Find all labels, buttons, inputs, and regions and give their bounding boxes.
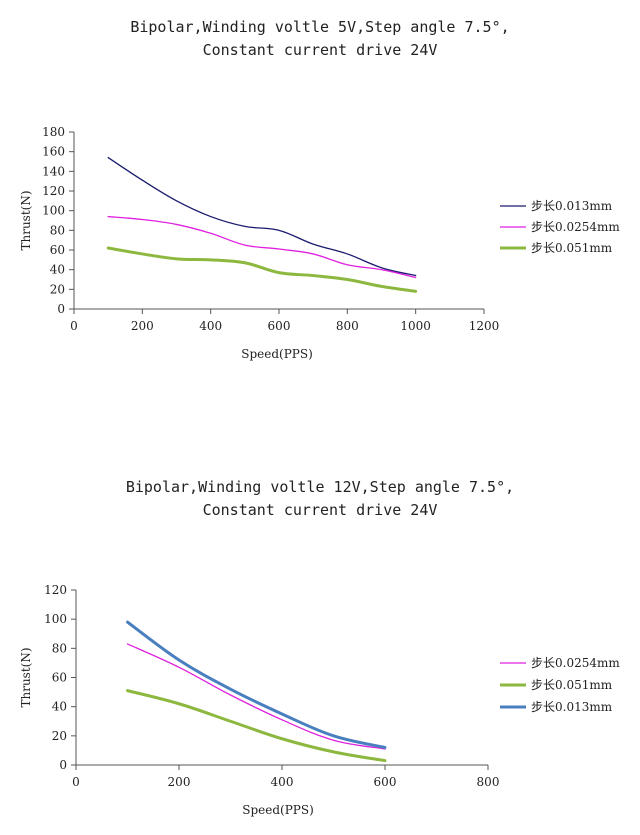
axes: 0 20 40 60 80 100 120 0 200 400 600 800	[44, 583, 499, 789]
x-axis-label: Speed(PPS)	[242, 803, 314, 817]
y-tick-label: 80	[52, 641, 67, 655]
y-tick-label: 140	[42, 164, 65, 178]
chart-title-line-1: Bipolar,Winding voltle 12V,Step angle 7.…	[125, 478, 515, 496]
series-line-1	[107, 156, 417, 277]
y-tick-label: 40	[52, 700, 67, 714]
x-tick-label: 0	[70, 319, 78, 333]
y-tick-label: 20	[50, 282, 65, 296]
y-tick-label: 0	[59, 758, 67, 772]
x-tick-label: 1200	[469, 319, 500, 333]
chart-title: Bipolar,Winding voltle 12V,Step angle 7.…	[0, 476, 640, 522]
legend-label: 步长0.013mm	[531, 700, 613, 714]
legend: 步长0.0254mm 步长0.051mm 步长0.013mm	[500, 656, 620, 714]
y-tick-label: 20	[52, 729, 67, 743]
x-tick-label: 200	[131, 319, 154, 333]
y-tick-label: 60	[52, 671, 67, 685]
series-group	[126, 620, 387, 763]
chart-title-line-2: Constant current drive 24V	[202, 501, 438, 519]
legend-label: 步长0.0254mm	[531, 220, 620, 234]
y-tick-label: 0	[57, 302, 65, 316]
x-tick-label: 800	[477, 775, 500, 789]
y-tick-label: 100	[44, 612, 67, 626]
y-tick-label: 40	[50, 263, 65, 277]
legend: 步长0.013mm 步长0.0254mm 步长0.051mm	[500, 199, 620, 255]
chart-12v: Bipolar,Winding voltle 12V,Step angle 7.…	[0, 460, 640, 835]
chart-12v-plot: 0 20 40 60 80 100 120 0 200 400 600 800 Speed(PPS) Th…	[19, 583, 620, 817]
x-tick-label: 1000	[400, 319, 431, 333]
x-tick-label: 200	[168, 775, 191, 789]
legend-label: 步长0.013mm	[531, 199, 613, 213]
y-axis-label: Thrust(N)	[19, 647, 33, 707]
x-tick-label: 400	[271, 775, 294, 789]
chart-title-line-2: Constant current drive 24V	[202, 41, 438, 59]
y-tick-label: 180	[42, 125, 65, 139]
y-tick-label: 160	[42, 145, 65, 159]
y-tick-label: 80	[50, 223, 65, 237]
legend-label: 步长0.0254mm	[531, 656, 620, 670]
legend-label: 步长0.051mm	[531, 678, 613, 692]
y-tick-label: 120	[42, 184, 65, 198]
chart-title: Bipolar,Winding voltle 5V,Step angle 7.5…	[0, 16, 640, 62]
series-group	[106, 156, 418, 293]
x-axis-label: Speed(PPS)	[241, 347, 313, 361]
legend-label: 步长0.051mm	[531, 241, 613, 255]
chart-title-line-1: Bipolar,Winding voltle 5V,Step angle 7.5…	[130, 18, 510, 36]
x-tick-label: 600	[374, 775, 397, 789]
series-line-2	[126, 689, 387, 763]
axes: 0 20 40 60 80 100 120 140 160 180 0 200 400 600 800 100…	[42, 125, 499, 333]
x-tick-label: 600	[268, 319, 291, 333]
y-tick-label: 60	[50, 243, 65, 257]
chart-5v: Bipolar,Winding voltle 5V,Step angle 7.5…	[0, 0, 640, 400]
x-tick-label: 0	[72, 775, 80, 789]
chart-5v-plot: 0 20 40 60 80 100 120 140 160 180 0 200 400 600 800 100…	[19, 125, 620, 361]
y-tick-label: 100	[42, 204, 65, 218]
y-axis-label: Thrust(N)	[19, 190, 33, 250]
x-tick-label: 800	[336, 319, 359, 333]
x-tick-label: 400	[199, 319, 222, 333]
series-line-2	[107, 215, 417, 279]
series-line-3	[126, 620, 387, 749]
series-line-1	[126, 643, 386, 750]
series-line-3	[106, 246, 418, 293]
y-tick-label: 120	[44, 583, 67, 597]
